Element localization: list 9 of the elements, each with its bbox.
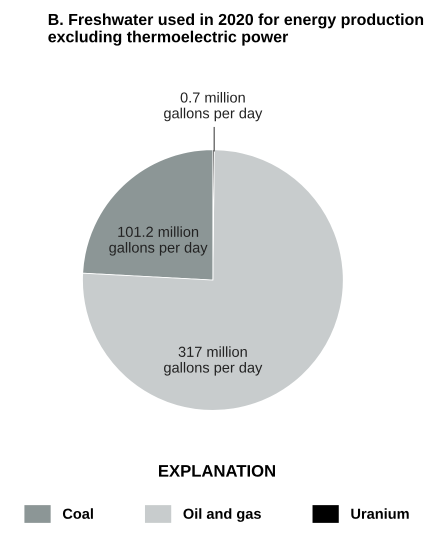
chart-title: B. Freshwater used in 2020 for energy production excluding thermoelectric power [48,13,424,46]
data-label: 317 million gallons per day [164,346,262,376]
legend-label: Uranium [351,508,409,519]
legend-label: Oil and gas [183,508,261,522]
data-label: 0.7 million gallons per day [164,92,262,122]
data-label: 101.2 million gallons per day [109,226,208,256]
legend-title: EXPLANATION [159,464,275,477]
legend-label: Coal [62,508,93,519]
pie-slice [82,149,344,411]
